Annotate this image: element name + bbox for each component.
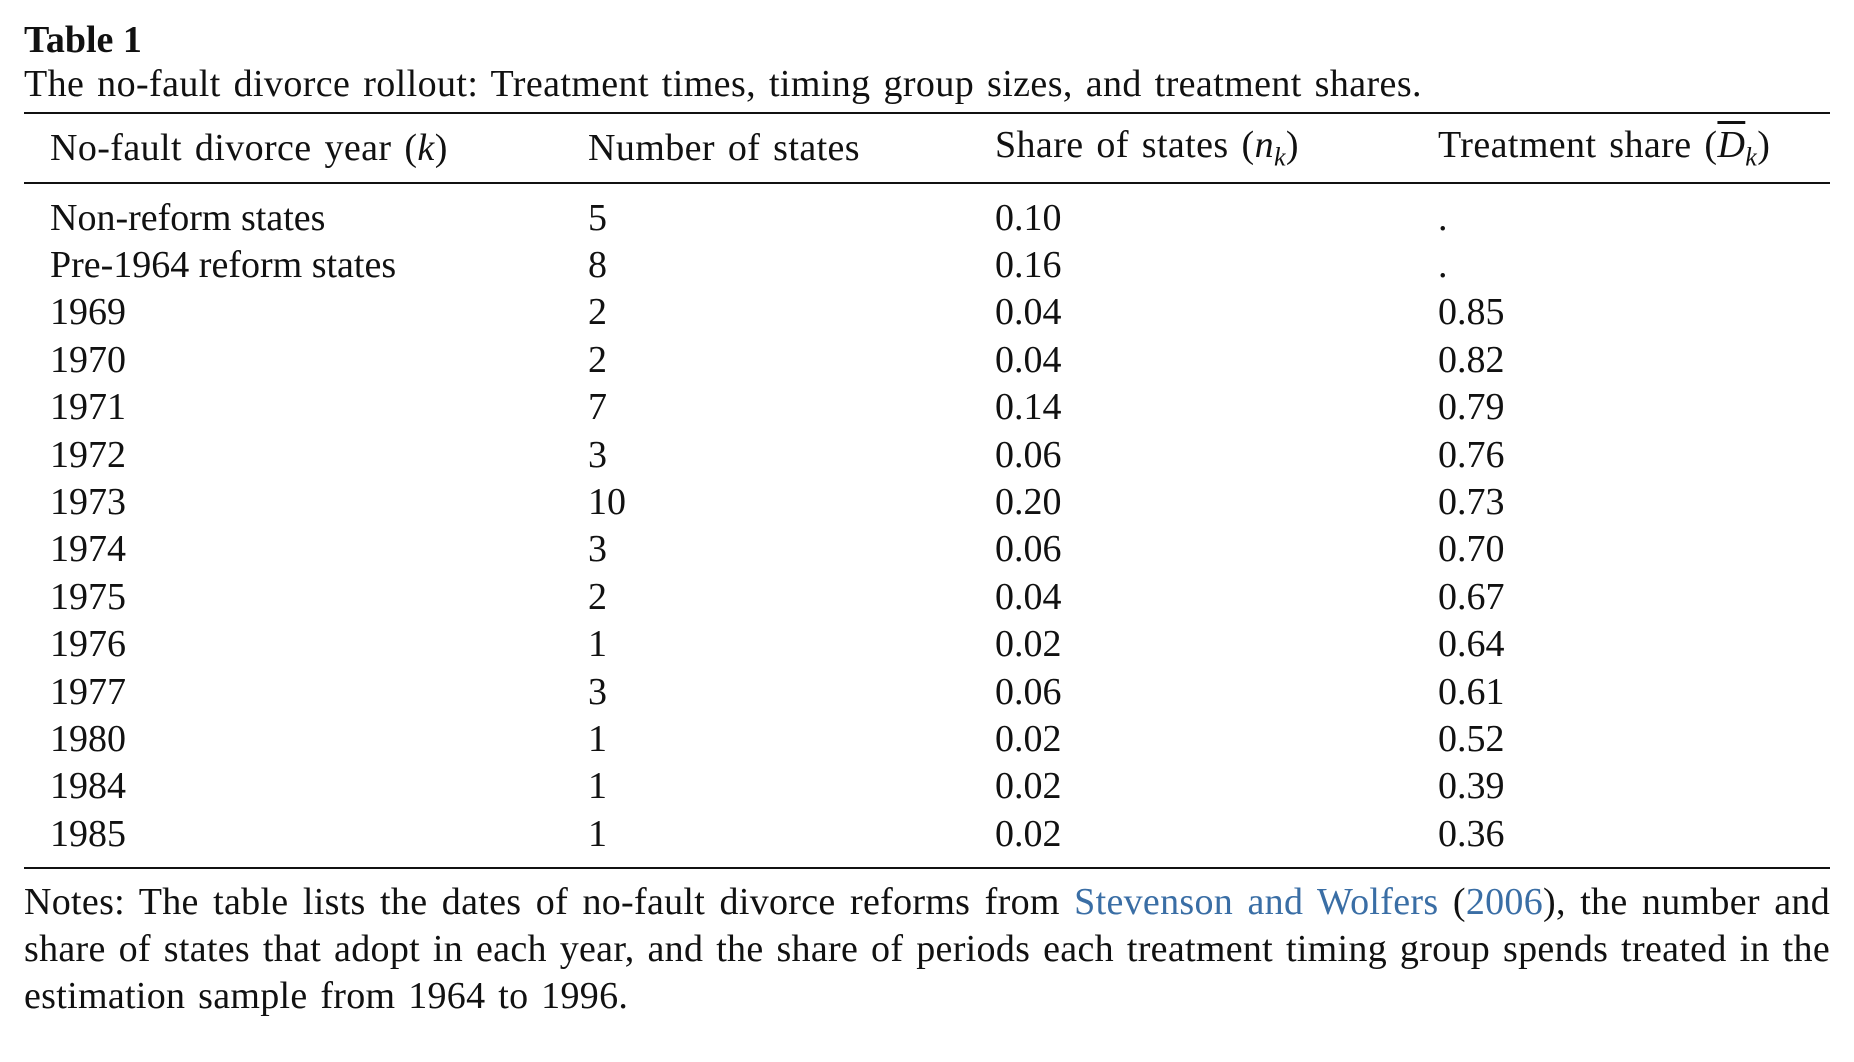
cell-number: 1 — [588, 717, 607, 760]
cell-treatment: 0.70 — [1438, 528, 1505, 571]
header-number: Number of states — [588, 112, 995, 184]
cell-share: 0.20 — [995, 481, 1062, 524]
table-row: 1970 2 0.04 0.82 — [24, 336, 1830, 383]
table-row: Non-reform states 5 0.10. — [24, 183, 1830, 241]
notes-ref-open: ( — [1438, 881, 1466, 924]
cell-treatment: 0.79 — [1438, 386, 1505, 429]
cell-number: 3 — [588, 528, 607, 571]
table-figure: Table 1 The no-fault divorce rollout: Tr… — [24, 18, 1830, 1020]
cell-number: 3 — [588, 433, 607, 476]
table-row: 1974 3 0.06 0.70 — [24, 526, 1830, 573]
table-notes: Notes: The table lists the dates of no-f… — [24, 879, 1830, 1020]
cell-share: 0.06 — [995, 670, 1062, 713]
cell-treatment: 0.52 — [1438, 717, 1505, 760]
cell-year: 1969 — [50, 291, 126, 334]
cell-number: 10 — [588, 481, 626, 524]
header-share-text: Share of states ( — [995, 124, 1255, 167]
header-row: No-fault divorce year (k) Number of stat… — [24, 112, 1830, 184]
header-year-var: k — [417, 127, 435, 169]
cell-year: 1976 — [50, 623, 126, 666]
table-row: 1980 1 0.02 0.52 — [24, 715, 1830, 762]
table-row: Pre-1964 reform states 8 0.16. — [24, 241, 1830, 288]
data-table: No-fault divorce year (k) Number of stat… — [24, 112, 1830, 870]
cell-year: 1974 — [50, 528, 126, 571]
table-row: 1984 1 0.02 0.39 — [24, 763, 1830, 810]
cell-year: 1972 — [50, 433, 126, 476]
cell-number: 1 — [588, 765, 607, 808]
cell-share: 0.14 — [995, 386, 1062, 429]
cell-treatment: 0.61 — [1438, 670, 1505, 713]
cell-treatment: 0.36 — [1438, 810, 1830, 870]
cell-share: 0.06 — [995, 433, 1062, 476]
cell-year: 1970 — [50, 338, 126, 381]
cell-treatment: 0.39 — [1438, 765, 1505, 808]
cell-year: Non-reform states — [50, 196, 326, 239]
table-label: Table 1 — [24, 19, 142, 61]
cell-treatment: 0.67 — [1438, 575, 1505, 618]
cell-share: 0.10 — [995, 196, 1062, 239]
cell-share: 0.02 — [995, 765, 1062, 808]
cell-year: 1984 — [50, 765, 126, 808]
cell-share: 0.02 — [995, 623, 1062, 666]
table-caption: The no-fault divorce rollout: Treatment … — [24, 63, 1422, 105]
cell-number: 1 — [588, 623, 607, 666]
table-row: 1971 7 0.14 0.79 — [24, 384, 1830, 431]
cell-number: 5 — [588, 196, 607, 239]
notes-ref-close: ) — [1543, 881, 1556, 924]
header-year-text: No-fault divorce year ( — [50, 127, 418, 169]
cell-number: 2 — [588, 291, 607, 334]
cell-year: 1980 — [50, 717, 126, 760]
cell-treatment: . — [1438, 244, 1448, 287]
table-row: 1969 2 0.04 0.85 — [24, 289, 1830, 336]
cell-treatment: 0.73 — [1438, 481, 1505, 524]
table-row: 1975 2 0.04 0.67 — [24, 573, 1830, 620]
cell-year: 1971 — [50, 386, 126, 429]
cell-share: 0.02 — [995, 717, 1062, 760]
header-treatment: Treatment share (Dk) — [1438, 112, 1830, 184]
cell-year: 1985 — [24, 810, 588, 870]
cell-number: 7 — [588, 386, 607, 429]
cell-year: Pre-1964 reform states — [50, 244, 397, 287]
cell-share: 0.04 — [995, 291, 1062, 334]
cell-treatment: 0.82 — [1438, 338, 1505, 381]
cell-share: 0.02 — [995, 810, 1438, 870]
table-row: 1985 1 0.02 0.36 — [24, 810, 1830, 870]
reference-link-year[interactable]: 2006 — [1465, 881, 1544, 924]
header-treatment-var: D — [1717, 124, 1746, 167]
table-row: 1976 1 0.02 0.64 — [24, 621, 1830, 668]
notes-suffix: , the number and share of states that ad… — [24, 881, 1830, 1018]
cell-number: 1 — [588, 810, 995, 870]
table-body: Non-reform states 5 0.10. Pre-1964 reform s… — [24, 183, 1830, 870]
header-year: No-fault divorce year (k) — [24, 112, 588, 184]
header-year-close: ) — [434, 127, 448, 169]
cell-number: 2 — [588, 338, 607, 381]
cell-year: 1975 — [50, 575, 126, 618]
table-header: No-fault divorce year (k) Number of stat… — [24, 112, 1830, 184]
cell-number: 2 — [588, 575, 607, 618]
cell-share: 0.06 — [995, 528, 1062, 571]
cell-treatment: . — [1438, 196, 1448, 239]
cell-year: 1973 — [50, 481, 126, 524]
cell-number: 3 — [588, 670, 607, 713]
cell-year: 1977 — [50, 670, 126, 713]
cell-number: 8 — [588, 244, 607, 287]
header-share: Share of states (nk) — [995, 112, 1438, 184]
notes-prefix: Notes: The table lists the dates of no-f… — [24, 881, 1075, 924]
table-row: 1973 10 0.20 0.73 — [24, 478, 1830, 525]
header-treatment-sub: k — [1745, 142, 1758, 172]
table-row: 1972 3 0.06 0.76 — [24, 431, 1830, 478]
cell-treatment: 0.64 — [1438, 623, 1505, 666]
header-share-sub: k — [1273, 142, 1286, 172]
cell-share: 0.04 — [995, 338, 1062, 381]
header-share-close: ) — [1285, 124, 1299, 167]
table-row: 1977 3 0.06 0.61 — [24, 668, 1830, 715]
header-share-var: n — [1254, 124, 1274, 167]
cell-share: 0.04 — [995, 575, 1062, 618]
cell-treatment: 0.76 — [1438, 433, 1505, 476]
cell-treatment: 0.85 — [1438, 291, 1505, 334]
header-treatment-text: Treatment share ( — [1438, 124, 1718, 167]
cell-share: 0.16 — [995, 244, 1062, 287]
header-treatment-close: ) — [1757, 124, 1771, 167]
reference-link-authors[interactable]: Stevenson and Wolfers — [1074, 881, 1439, 924]
